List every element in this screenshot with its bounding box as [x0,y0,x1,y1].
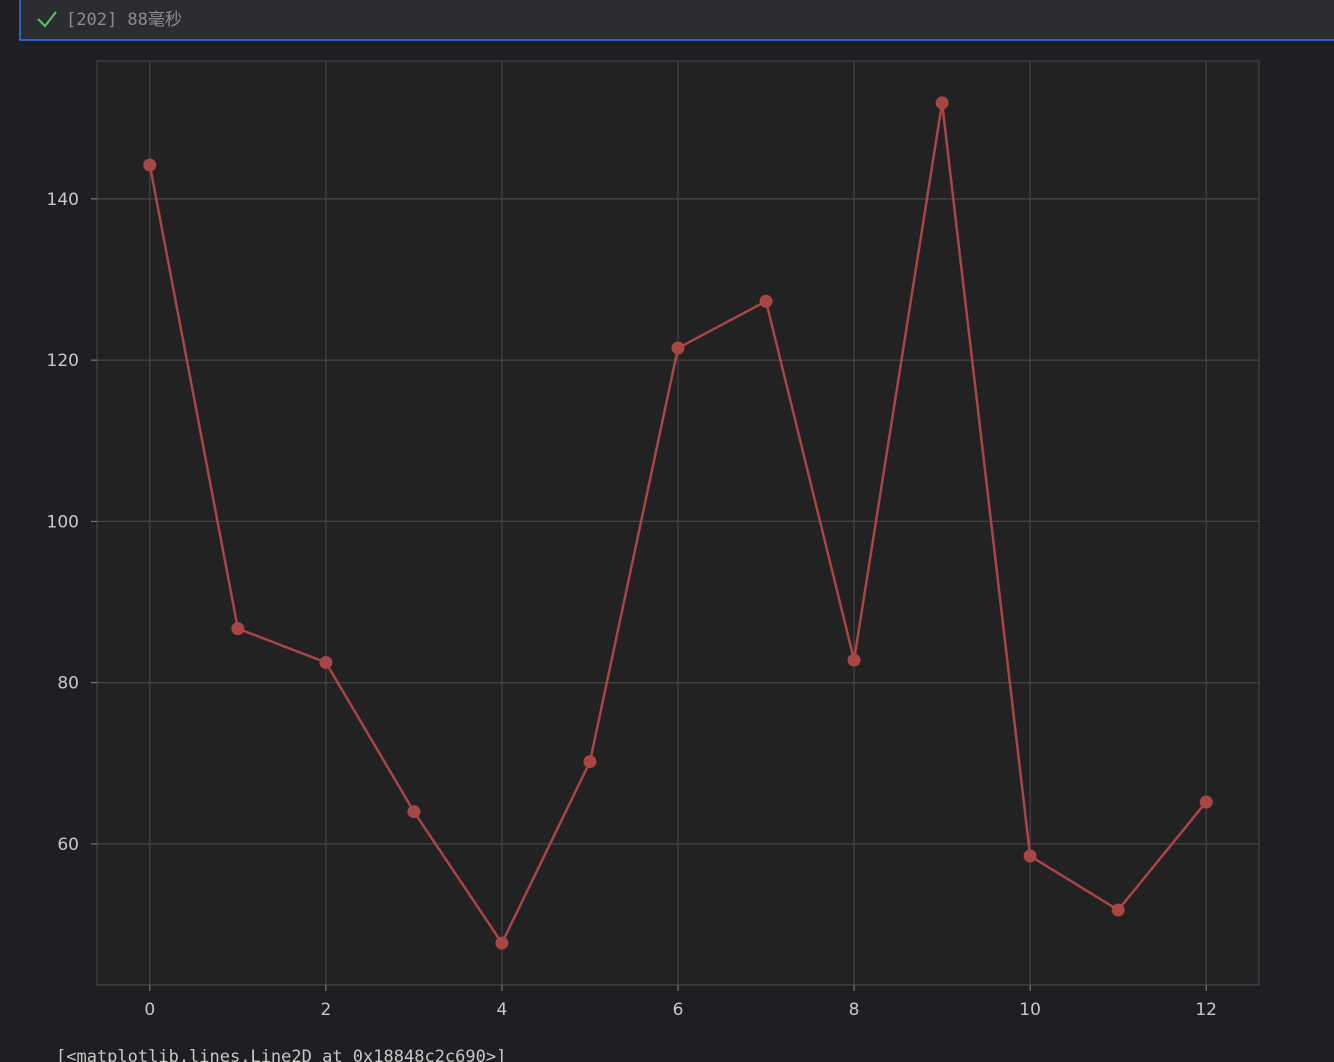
x-tick-label: 0 [144,1000,155,1020]
marker [935,96,949,110]
marker [671,341,685,355]
marker [319,655,333,669]
marker [495,936,509,950]
x-tick-label: 6 [673,1000,684,1020]
x-tick-label: 10 [1019,1000,1041,1020]
cell-status: [202] 88毫秒 [66,10,182,30]
marker [847,653,861,667]
output-text: [<matplotlib.lines.Line2D at 0x18848c2c6… [56,1047,506,1062]
y-tick-label: 80 [57,674,79,694]
check-icon [37,11,57,28]
x-tick-label: 2 [320,1000,331,1020]
x-tick-label: 12 [1195,1000,1217,1020]
y-tick-label: 100 [47,512,79,532]
marker [1111,903,1125,917]
y-tick-label: 140 [47,190,79,210]
marker [583,755,597,769]
x-tick-label: 4 [497,1000,508,1020]
marker [1023,849,1037,863]
y-tick-label: 120 [47,351,79,371]
marker [231,622,245,636]
marker [143,158,157,172]
x-tick-label: 8 [849,1000,860,1020]
cell-status-bar [19,0,1334,41]
marker [407,805,421,819]
y-tick-label: 60 [57,835,79,855]
plot: 0 2 4 6 8 10 12 60 80 100 120 140 [47,61,1259,1020]
marker [759,294,773,308]
marker [1199,795,1213,809]
